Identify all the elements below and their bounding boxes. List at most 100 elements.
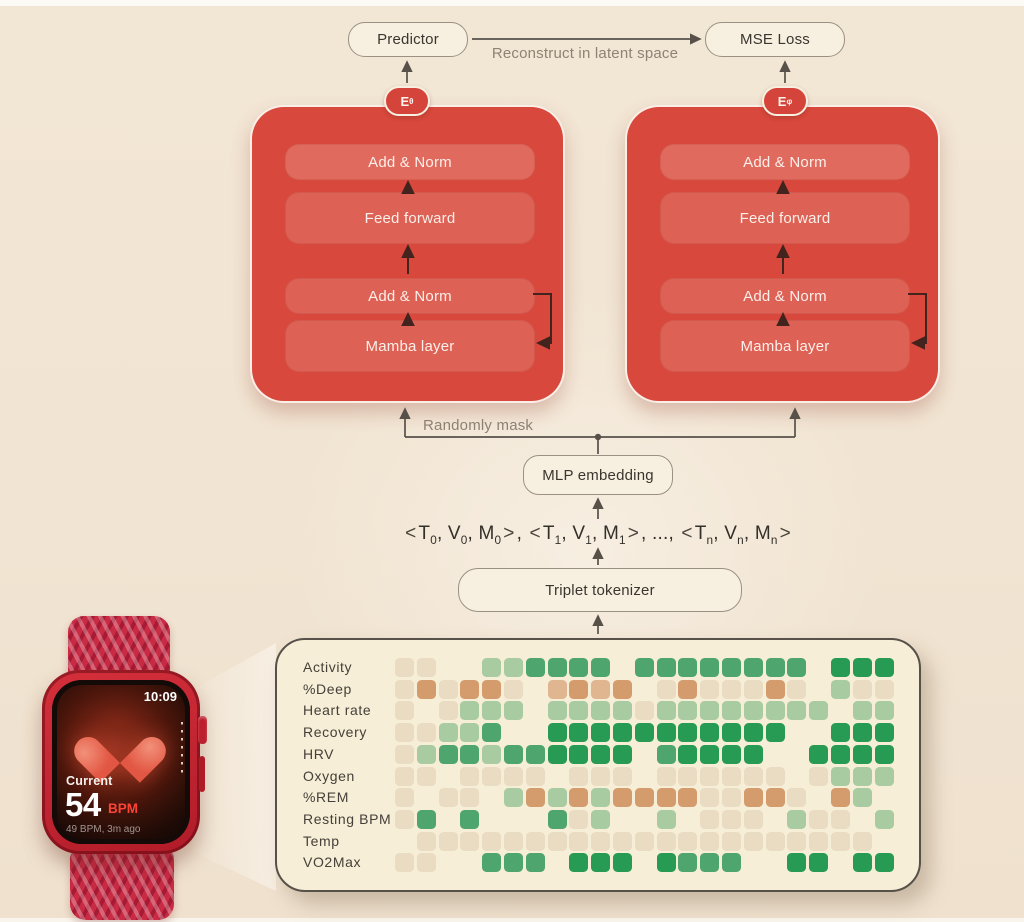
- heatmap-cell: [613, 766, 632, 786]
- heatmap-cell: [678, 658, 698, 677]
- heatmap-cell: [504, 853, 523, 873]
- heatmap-cell: [613, 679, 632, 699]
- heatmap-cell: [460, 701, 480, 721]
- heatmap-cell: [504, 744, 523, 764]
- heatmap-row-label: Recovery: [303, 724, 367, 741]
- heatmap-cell: [722, 744, 741, 764]
- target-encoder-block: Add & Norm Feed forward Add & Norm Mamba…: [625, 105, 940, 403]
- watch-band-bottom: [70, 850, 174, 920]
- layer-label: Mamba layer: [740, 337, 830, 355]
- triplet-tokenizer-box: Triplet tokenizer: [458, 568, 742, 612]
- heatmap-cell: [656, 766, 676, 786]
- heatmap-cell: [591, 658, 611, 677]
- heatmap-cell: [613, 831, 632, 851]
- heatmap-cell: [765, 701, 785, 721]
- heatmap-cell: [787, 701, 807, 721]
- heatmap-cell: [395, 809, 414, 829]
- heatmap-cell: [547, 723, 567, 743]
- heatmap-cell: [809, 831, 829, 851]
- heatmap-cell: [831, 831, 850, 851]
- watch-screen: 10:09 Current 54 BPM 49 BPM, 3m ago: [52, 680, 190, 844]
- heatmap-cell: [678, 788, 698, 808]
- heatmap-cell: [700, 853, 720, 873]
- heatmap-cell: [656, 723, 676, 743]
- heatmap-cell: [591, 809, 611, 829]
- heatmap-cell: [613, 701, 632, 721]
- context-encoder-block: Add & Norm Feed forward Add & Norm Mamba…: [250, 105, 565, 403]
- heatmap-cell: [569, 658, 589, 677]
- current-label: Current: [66, 774, 113, 788]
- heatmap-cell: [547, 788, 567, 808]
- heatmap-cell: [678, 853, 698, 873]
- heatmap-cell: [460, 766, 480, 786]
- heatmap-cell: [569, 701, 589, 721]
- heatmap-cell: [395, 658, 414, 677]
- heatmap-cell: [874, 723, 894, 743]
- heatmap-cell: [874, 744, 894, 764]
- heatmap-cell: [569, 723, 589, 743]
- heatmap-cell: [482, 853, 502, 873]
- heatmap-cell: [547, 744, 567, 764]
- heatmap-cell: [678, 744, 698, 764]
- heatmap-cell: [613, 744, 632, 764]
- heatmap-cell: [482, 679, 502, 699]
- heatmap-row-label: Resting BPM: [303, 810, 392, 827]
- add-norm-layer: Add & Norm: [660, 144, 910, 180]
- heatmap-cell: [787, 658, 807, 677]
- heatmap-cell: [852, 658, 872, 677]
- heatmap-cell: [787, 853, 807, 873]
- heatmap-cell: [416, 744, 436, 764]
- heatmap-cell: [591, 831, 611, 851]
- heatmap-cell: [722, 701, 741, 721]
- heatmap-cell: [438, 788, 458, 808]
- heatmap-row-label: %REM: [303, 789, 349, 806]
- heatmap-cell: [569, 809, 589, 829]
- heatmap-cell: [765, 723, 785, 743]
- side-button: [199, 756, 205, 792]
- heatmap-cell: [743, 701, 763, 721]
- heatmap-cell: [700, 723, 720, 743]
- heatmap-cell: [831, 788, 850, 808]
- heatmap-row-label: VO2Max: [303, 854, 362, 871]
- mamba-layer: Mamba layer: [285, 320, 535, 372]
- heatmap-cell: [482, 766, 502, 786]
- mamba-layer: Mamba layer: [660, 320, 910, 372]
- heatmap-cell: [874, 658, 894, 677]
- bpm-history-label: 49 BPM, 3m ago: [66, 824, 141, 835]
- heatmap-cell: [482, 723, 502, 743]
- heatmap-cell: [416, 723, 436, 743]
- heatmap-cell: [809, 766, 829, 786]
- heatmap-cell: [525, 853, 545, 873]
- heatmap-cell: [460, 809, 480, 829]
- heatmap-cell: [656, 853, 676, 873]
- predictor-label: Predictor: [377, 31, 439, 48]
- heatmap-cell: [613, 853, 632, 873]
- heatmap-row-label: HRV: [303, 745, 335, 762]
- layer-label: Add & Norm: [743, 287, 827, 305]
- heatmap-cell: [765, 679, 785, 699]
- heatmap-cell: [482, 831, 502, 851]
- heatmap-cell: [787, 679, 807, 699]
- add-norm-layer: Add & Norm: [660, 278, 910, 314]
- heatmap-row-label: Oxygen: [303, 767, 355, 784]
- heatmap-cell: [852, 853, 872, 873]
- heatmap-cell: [591, 679, 611, 699]
- heatmap-cell: [852, 744, 872, 764]
- mlp-embedding-box: MLP embedding: [523, 455, 673, 495]
- heatmap-cell: [700, 744, 720, 764]
- randomly-mask-annotation: Randomly mask: [423, 417, 534, 434]
- heatmap-cell: [416, 766, 436, 786]
- heatmap-cell: [722, 679, 741, 699]
- heatmap-cell: [504, 766, 523, 786]
- layer-label: Add & Norm: [743, 153, 827, 171]
- heatmap-cell: [765, 766, 785, 786]
- heatmap-cell: [525, 744, 545, 764]
- heatmap-cell: [765, 658, 785, 677]
- heatmap-cell: [613, 788, 632, 808]
- add-norm-layer: Add & Norm: [285, 144, 535, 180]
- heatmap-row-label: Heart rate: [303, 702, 372, 719]
- heatmap-cell: [525, 658, 545, 677]
- mse-loss-box: MSE Loss: [705, 22, 845, 57]
- heatmap-cell: [678, 831, 698, 851]
